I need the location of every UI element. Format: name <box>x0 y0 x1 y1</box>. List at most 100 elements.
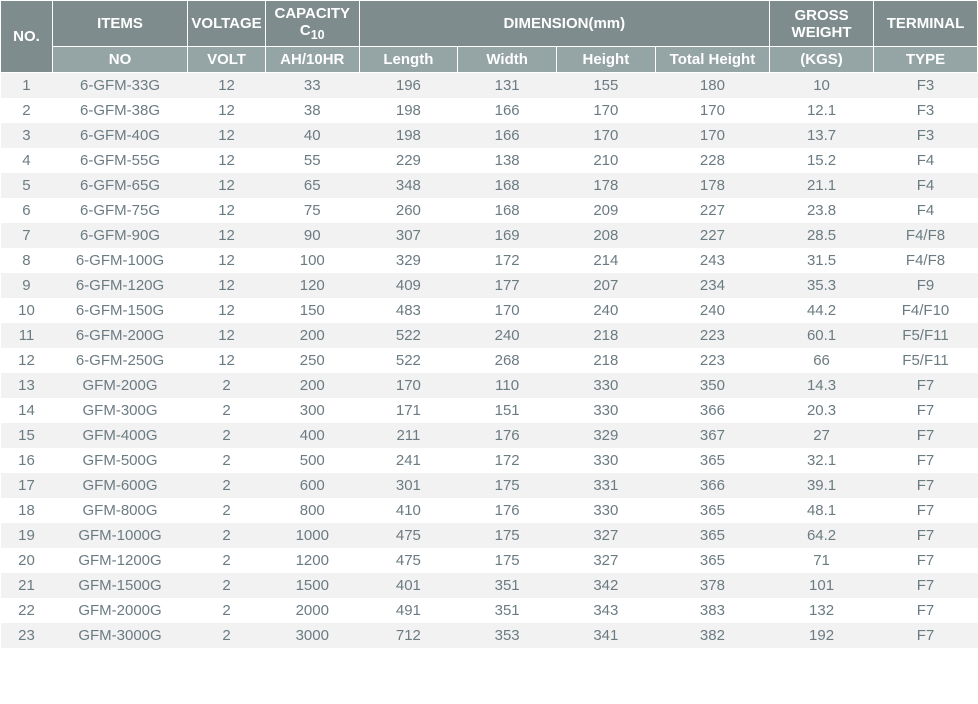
cell-len: 211 <box>359 423 458 448</box>
cell-wid: 268 <box>458 348 557 373</box>
cell-wgt: 35.3 <box>770 273 874 298</box>
cell-cap: 55 <box>266 148 360 173</box>
cell-len: 171 <box>359 398 458 423</box>
cell-term: F3 <box>874 123 978 148</box>
cell-volt: 2 <box>188 423 266 448</box>
hdr-capacity-sub: 10 <box>311 28 325 42</box>
cell-item: 6-GFM-150G <box>52 298 187 323</box>
cell-term: F7 <box>874 573 978 598</box>
cell-hgt: 170 <box>557 98 656 123</box>
cell-hgt: 218 <box>557 323 656 348</box>
sub-type: TYPE <box>874 47 978 73</box>
cell-len: 170 <box>359 373 458 398</box>
cell-term: F7 <box>874 398 978 423</box>
cell-cap: 90 <box>266 223 360 248</box>
cell-term: F3 <box>874 73 978 99</box>
cell-wid: 176 <box>458 498 557 523</box>
table-row: 26-GFM-38G123819816617017012.1F3 <box>1 98 978 123</box>
cell-item: 6-GFM-75G <box>52 198 187 223</box>
cell-hgt: 207 <box>557 273 656 298</box>
cell-wid: 169 <box>458 223 557 248</box>
cell-no: 7 <box>1 223 53 248</box>
cell-thgt: 382 <box>655 623 769 648</box>
cell-wid: 138 <box>458 148 557 173</box>
cell-wgt: 14.3 <box>770 373 874 398</box>
cell-hgt: 327 <box>557 523 656 548</box>
cell-item: 6-GFM-55G <box>52 148 187 173</box>
cell-wid: 175 <box>458 548 557 573</box>
cell-hgt: 330 <box>557 448 656 473</box>
cell-wgt: 23.8 <box>770 198 874 223</box>
cell-wid: 110 <box>458 373 557 398</box>
subheader-row: NO VOLT AH/10HR Length Width Height Tota… <box>1 47 978 73</box>
cell-len: 241 <box>359 448 458 473</box>
cell-len: 329 <box>359 248 458 273</box>
cell-no: 6 <box>1 198 53 223</box>
cell-wid: 166 <box>458 98 557 123</box>
table-row: 20GFM-1200G2120047517532736571F7 <box>1 548 978 573</box>
hdr-terminal: TERMINAL <box>874 1 978 47</box>
table-row: 56-GFM-65G126534816817817821.1F4 <box>1 173 978 198</box>
cell-term: F4 <box>874 148 978 173</box>
cell-len: 229 <box>359 148 458 173</box>
cell-item: GFM-300G <box>52 398 187 423</box>
cell-volt: 2 <box>188 523 266 548</box>
cell-hgt: 327 <box>557 548 656 573</box>
cell-no: 19 <box>1 523 53 548</box>
cell-cap: 1200 <box>266 548 360 573</box>
table-row: 18GFM-800G280041017633036548.1F7 <box>1 498 978 523</box>
sub-volt: VOLT <box>188 47 266 73</box>
cell-hgt: 341 <box>557 623 656 648</box>
cell-no: 15 <box>1 423 53 448</box>
cell-wgt: 101 <box>770 573 874 598</box>
table-row: 96-GFM-120G1212040917720723435.3F9 <box>1 273 978 298</box>
cell-term: F9 <box>874 273 978 298</box>
cell-term: F5/F11 <box>874 348 978 373</box>
cell-no: 12 <box>1 348 53 373</box>
cell-thgt: 365 <box>655 448 769 473</box>
hdr-no: NO. <box>1 1 53 73</box>
cell-volt: 12 <box>188 198 266 223</box>
cell-wid: 176 <box>458 423 557 448</box>
cell-term: F4 <box>874 173 978 198</box>
cell-wid: 168 <box>458 173 557 198</box>
cell-thgt: 170 <box>655 98 769 123</box>
cell-thgt: 223 <box>655 348 769 373</box>
cell-hgt: 209 <box>557 198 656 223</box>
cell-volt: 12 <box>188 148 266 173</box>
cell-cap: 500 <box>266 448 360 473</box>
cell-wid: 177 <box>458 273 557 298</box>
cell-thgt: 180 <box>655 73 769 99</box>
cell-thgt: 227 <box>655 223 769 248</box>
cell-cap: 120 <box>266 273 360 298</box>
cell-volt: 12 <box>188 323 266 348</box>
hdr-items: ITEMS <box>52 1 187 47</box>
cell-item: GFM-400G <box>52 423 187 448</box>
cell-thgt: 383 <box>655 598 769 623</box>
cell-item: GFM-800G <box>52 498 187 523</box>
spec-table: NO. ITEMS VOLTAGE CAPACITY C10 DIMENSION… <box>0 0 978 648</box>
cell-wgt: 44.2 <box>770 298 874 323</box>
cell-thgt: 228 <box>655 148 769 173</box>
cell-item: GFM-1500G <box>52 573 187 598</box>
cell-no: 10 <box>1 298 53 323</box>
table-row: 17GFM-600G260030117533136639.1F7 <box>1 473 978 498</box>
cell-wgt: 15.2 <box>770 148 874 173</box>
cell-hgt: 331 <box>557 473 656 498</box>
cell-term: F7 <box>874 523 978 548</box>
cell-no: 11 <box>1 323 53 348</box>
cell-len: 307 <box>359 223 458 248</box>
cell-len: 196 <box>359 73 458 99</box>
cell-hgt: 330 <box>557 373 656 398</box>
cell-hgt: 342 <box>557 573 656 598</box>
cell-term: F7 <box>874 598 978 623</box>
cell-len: 475 <box>359 523 458 548</box>
cell-thgt: 378 <box>655 573 769 598</box>
cell-volt: 12 <box>188 173 266 198</box>
sub-theight: Total Height <box>655 47 769 73</box>
cell-term: F4/F8 <box>874 248 978 273</box>
cell-wgt: 10 <box>770 73 874 99</box>
cell-item: 6-GFM-38G <box>52 98 187 123</box>
cell-thgt: 366 <box>655 398 769 423</box>
cell-wgt: 28.5 <box>770 223 874 248</box>
